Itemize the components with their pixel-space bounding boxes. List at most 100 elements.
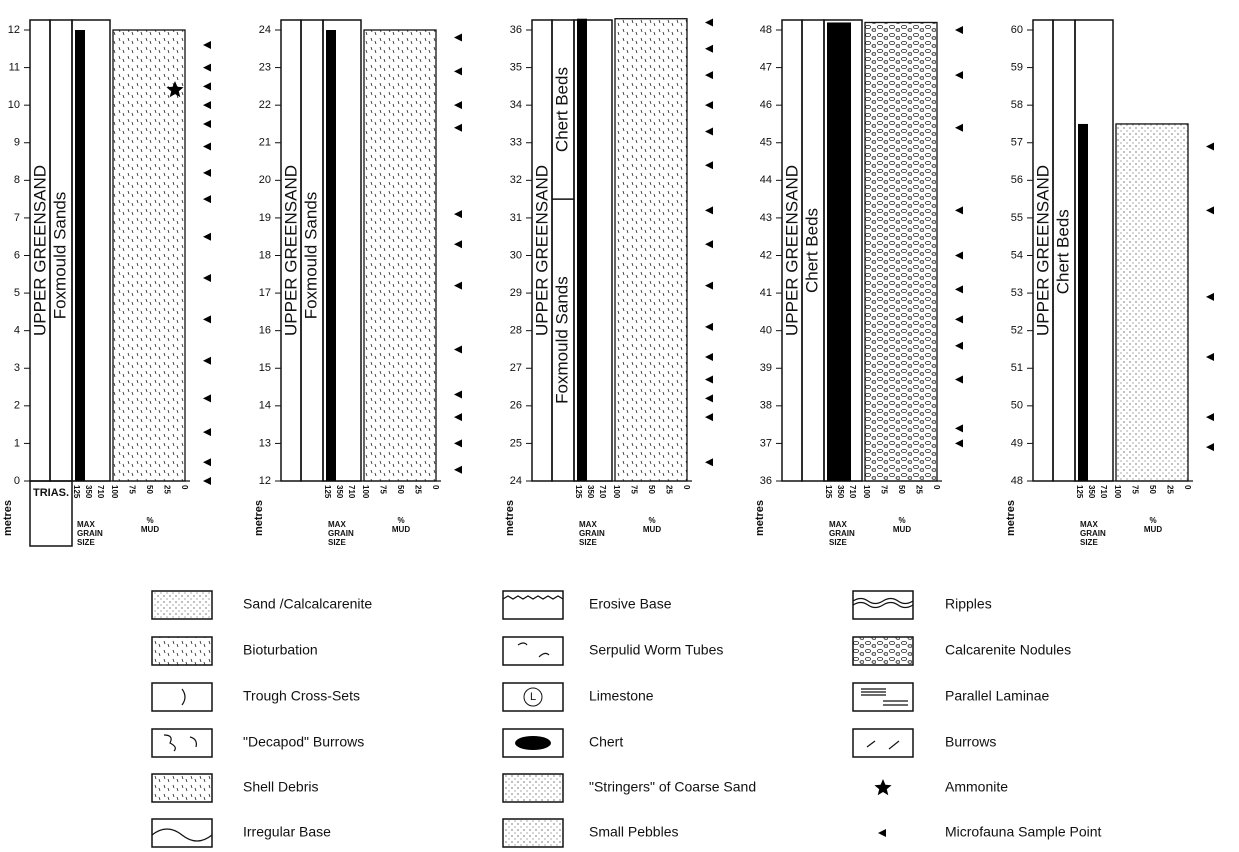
sample-point <box>705 353 713 361</box>
grain-size-bar <box>577 19 587 481</box>
sample-point <box>203 64 211 72</box>
tick-label: 59 <box>1011 61 1023 73</box>
mud-label: MUD <box>643 525 661 534</box>
tick-label: 10 <box>8 99 20 111</box>
grain-label: GRAIN <box>328 529 354 538</box>
sample-point <box>203 477 211 485</box>
axis-label: metres <box>2 500 14 536</box>
grain-tick: 710 <box>96 485 105 499</box>
tick-label: 56 <box>1011 174 1023 186</box>
tick-label: 47 <box>760 61 772 73</box>
grain-tick: 125 <box>323 485 332 499</box>
tick-label: 37 <box>760 437 772 449</box>
mud-tick: 0 <box>1183 485 1192 490</box>
tick-label: 32 <box>510 174 522 186</box>
sample-point <box>705 206 713 214</box>
legend-icon <box>152 591 212 619</box>
sample-point <box>1206 413 1214 421</box>
sample-point <box>454 439 462 447</box>
grain-label: MAX <box>328 520 346 529</box>
grain-label: MAX <box>77 520 95 529</box>
icon-box <box>853 637 913 665</box>
mud-tick: 100 <box>361 485 370 499</box>
tick-label: 28 <box>510 325 522 337</box>
sample-point <box>955 424 963 432</box>
sample-point <box>454 210 462 218</box>
sample-point <box>203 120 211 128</box>
icon-box <box>152 729 212 757</box>
tick-label: 11 <box>9 61 20 73</box>
sample-point <box>955 285 963 293</box>
tick-label: 24 <box>259 24 271 36</box>
tick-label: 35 <box>510 61 522 73</box>
sample-point <box>1206 206 1214 214</box>
lithology-column <box>364 30 436 481</box>
group-label: UPPER GREENSAND <box>281 165 300 336</box>
mud-label: % <box>1149 516 1156 525</box>
sample-point <box>705 161 713 169</box>
grain-label: GRAIN <box>1080 529 1106 538</box>
icon-star <box>874 779 891 795</box>
axis-label: metres <box>754 500 766 536</box>
sample-point <box>1206 353 1214 361</box>
legend-label: "Decapod" Burrows <box>243 734 364 750</box>
mud-tick: 100 <box>862 485 871 499</box>
sample-point <box>705 71 713 79</box>
stratigraphic-figure: TRIAS.0123456789101112UPPER GREENSANDFox… <box>0 0 1239 852</box>
icon-box <box>152 591 212 619</box>
sample-point <box>454 391 462 399</box>
mud-tick: 0 <box>932 485 941 490</box>
unit-label: Foxmould Sands <box>301 192 320 320</box>
legend-icon <box>503 591 563 619</box>
axis-label: metres <box>253 500 265 536</box>
legend-icon <box>503 729 563 757</box>
tick-label: 52 <box>1011 325 1023 337</box>
sample-point <box>955 439 963 447</box>
mud-label: MUD <box>1144 525 1162 534</box>
sample-point <box>454 413 462 421</box>
tick-label: 13 <box>259 437 271 449</box>
tick-label: 4 <box>14 325 20 337</box>
sample-point <box>203 143 211 151</box>
group-label: UPPER GREENSAND <box>532 165 551 336</box>
sample-point <box>203 458 211 466</box>
legend-icon <box>152 819 212 847</box>
tick-label: 48 <box>1011 475 1023 487</box>
legend-icon <box>853 637 913 665</box>
grain-tick: 710 <box>848 485 857 499</box>
sample-point <box>203 169 211 177</box>
tick-label: 36 <box>760 475 772 487</box>
grain-label: MAX <box>579 520 597 529</box>
lithology-column <box>865 22 937 481</box>
legend-label: Burrows <box>945 734 996 750</box>
sample-point <box>955 376 963 384</box>
sample-point <box>454 466 462 474</box>
mud-tick: 50 <box>396 485 405 494</box>
tick-label: 2 <box>14 400 20 412</box>
legend-label: Erosive Base <box>589 596 672 612</box>
tick-label: 39 <box>760 362 772 374</box>
tick-label: 45 <box>760 137 772 149</box>
axis-label: metres <box>504 500 516 536</box>
lithology-column <box>1116 124 1188 481</box>
legend-icon <box>853 729 913 757</box>
sample-point <box>1206 293 1214 301</box>
tick-label: 57 <box>1011 137 1023 149</box>
tick-label: 58 <box>1011 99 1023 111</box>
lithology-column <box>113 30 185 481</box>
grain-label: MAX <box>829 520 847 529</box>
icon-box <box>152 637 212 665</box>
tick-label: 30 <box>510 249 522 261</box>
mud-tick: 25 <box>1165 485 1174 494</box>
tick-label: 3 <box>14 362 20 374</box>
tick-label: 7 <box>14 212 20 224</box>
icon-triangle <box>878 829 886 837</box>
mud-label: % <box>648 516 655 525</box>
sample-point <box>955 71 963 79</box>
tick-label: 60 <box>1011 24 1023 36</box>
mud-tick: 75 <box>629 485 638 494</box>
unit-label: Foxmould Sands <box>552 276 571 404</box>
icon-box <box>152 683 212 711</box>
sample-point <box>1206 443 1214 451</box>
group-label: UPPER GREENSAND <box>1033 165 1052 336</box>
